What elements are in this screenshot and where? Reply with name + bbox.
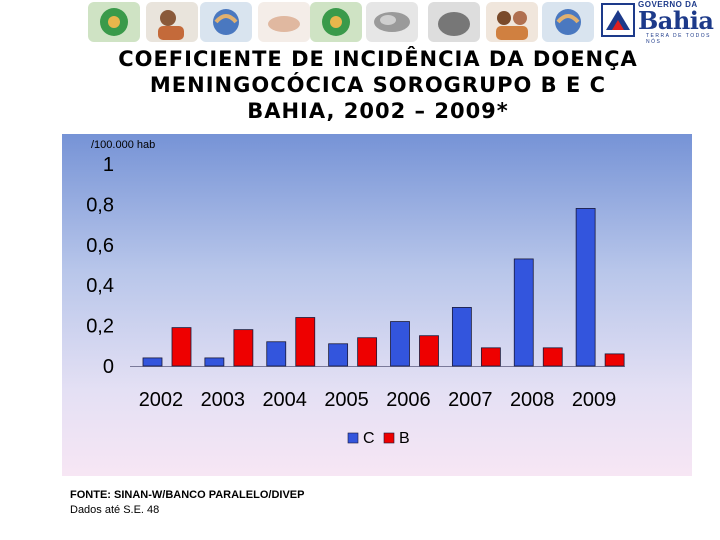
source-note: FONTE: SINAN-W/BANCO PARALELO/DIVEP Dado… bbox=[70, 488, 304, 518]
handshake-photo-icon bbox=[258, 2, 310, 42]
logo-tagline: TERRA DE TODOS NÓS bbox=[646, 33, 711, 45]
bahia-emblem-icon bbox=[601, 3, 635, 37]
x-tick-label: 2003 bbox=[201, 389, 246, 411]
source-text: FONTE: SINAN-W/BANCO PARALELO/DIVEP bbox=[70, 489, 305, 501]
hands-circle-icon bbox=[88, 2, 140, 42]
bar-b-2006 bbox=[419, 335, 439, 367]
page-title: COEFICIENTE DE INCIDÊNCIA DA DOENÇA MENI… bbox=[0, 46, 720, 124]
y-tick-label: 0,4 bbox=[86, 275, 114, 297]
x-tick-label: 2009 bbox=[572, 389, 617, 411]
bar-c-2005 bbox=[328, 343, 349, 367]
bar-c-2008 bbox=[513, 258, 534, 367]
legend-swatch-b bbox=[383, 432, 395, 444]
bar-b-2004 bbox=[295, 317, 316, 367]
bar-b-2007 bbox=[480, 347, 501, 367]
hands-bw-icon bbox=[428, 2, 480, 42]
children-photo-icon bbox=[486, 2, 538, 42]
y-tick-label: 0,8 bbox=[86, 194, 114, 216]
bar-b-2005 bbox=[357, 337, 378, 367]
x-tick-label: 2006 bbox=[386, 389, 431, 411]
title-line-3: BAHIA, 2002 – 2009* bbox=[247, 99, 509, 123]
hands-circle-icon-2 bbox=[310, 2, 362, 42]
bar-c-2009 bbox=[575, 208, 596, 367]
globe-hands-icon bbox=[200, 2, 252, 42]
x-tick-label: 2008 bbox=[510, 389, 555, 411]
y-axis-unit-label: /100.000 hab bbox=[91, 139, 156, 151]
title-line-2: MENINGOCÓCICA SOROGRUPO B E C bbox=[149, 73, 607, 97]
y-tick-label: 0,6 bbox=[86, 235, 114, 257]
x-tick-label: 2005 bbox=[324, 389, 369, 411]
bar-c-2006 bbox=[390, 321, 410, 367]
bar-c-2007 bbox=[451, 307, 472, 367]
legend-label-b: B bbox=[399, 430, 410, 447]
bar-b-2002 bbox=[171, 327, 192, 367]
bar-c-2004 bbox=[266, 341, 287, 367]
x-tick-label: 2007 bbox=[448, 389, 493, 411]
bar-c-2002 bbox=[142, 357, 163, 367]
logo-small-text: GOVERNO DA bbox=[638, 0, 698, 9]
y-tick-label: 0,2 bbox=[86, 316, 114, 338]
governo-bahia-logo: GOVERNO DA Bahia TERRA DE TODOS NÓS bbox=[598, 0, 720, 45]
image-banner bbox=[88, 0, 720, 44]
legend-label-c: C bbox=[363, 430, 375, 447]
data-note-text: Dados até S.E. 48 bbox=[70, 504, 160, 516]
bar-c-2003 bbox=[204, 357, 225, 367]
bar-b-2008 bbox=[542, 347, 563, 367]
legend-swatch-c bbox=[347, 432, 359, 444]
logo-big-text: Bahia bbox=[638, 6, 714, 35]
x-tick-label: 2002 bbox=[139, 389, 184, 411]
people-photo-icon bbox=[146, 2, 198, 42]
title-line-1: COEFICIENTE DE INCIDÊNCIA DA DOENÇA bbox=[118, 47, 638, 71]
bar-b-2003 bbox=[233, 329, 254, 367]
y-tick-label: 0 bbox=[103, 356, 114, 378]
clasped-hands-bw-icon bbox=[366, 2, 418, 42]
y-tick-label: 1 bbox=[103, 154, 114, 176]
globe-hands-icon-2 bbox=[542, 2, 594, 42]
x-tick-label: 2004 bbox=[262, 389, 307, 411]
bar-b-2009 bbox=[604, 353, 625, 367]
